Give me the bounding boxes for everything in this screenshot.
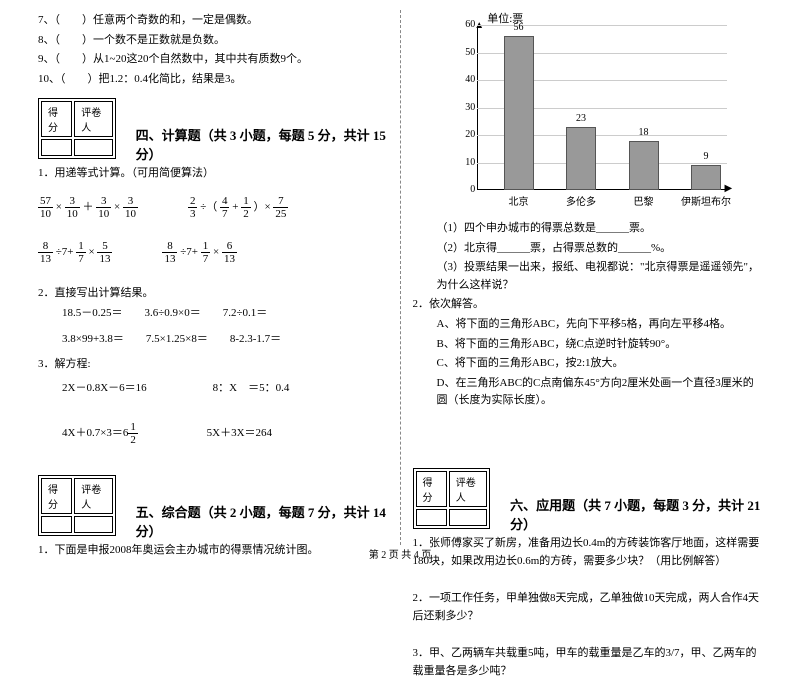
q2a: A、将下面的三角形ABC，先向下平移5格，再向左平移4格。 [413,316,763,334]
grader-header: 评卷人 [74,101,112,137]
question-7: 7、（ ）任意两个奇数的和，一定是偶数。 [38,12,388,30]
calc2-row2: 3.8×99+3.8＝ 7.5×1.25×8＝ 8-2.3-1.7＝ [38,331,388,349]
grader-header: 评卷人 [449,471,487,507]
calc3-row1: 2X－0.8X－6＝16 8：X ＝5：0.4 [38,380,388,398]
calc2-title: 2．直接写出计算结果。 [38,285,388,303]
chart-q3: （3）投票结果一出来，报纸、电视都说："北京得票是遥遥领先"，为什么这样说？ [413,259,763,294]
page-footer: 第 2 页 共 4 页 [0,546,800,561]
question-10: 10、（ ）把1.2：0.4化简比，结果是3。 [38,71,388,89]
application-3: 3．甲、乙两辆车共载重5吨，甲车的载重量是乙车的3/7，甲、乙两车的载重量各是多… [413,645,763,680]
calc3-row2: 4X＋0.7×3＝612 5X＋3X＝264 [38,421,388,446]
score-header: 得分 [41,478,72,514]
chart-q2: （2）北京得______票，占得票总数的______%。 [413,240,763,258]
q2b: B、将下面的三角形ABC，绕C点逆时针旋转90°。 [413,336,763,354]
section-5-title: 五、综合题（共 2 小题，每题 7 分，共计 14 分） [136,502,388,540]
section-4-title: 四、计算题（共 3 小题，每题 5 分，共计 15 分） [136,125,388,163]
question-8: 8、（ ）一个数不是正数就是负数。 [38,32,388,50]
section-6-title: 六、应用题（共 7 小题，每题 3 分，共计 21 分） [510,495,762,533]
calc2-row1: 18.5－0.25＝ 3.6÷0.9×0＝ 7.2÷0.1＝ [38,305,388,323]
question-9: 9、（ ）从1~20这20个自然数中，其中共有质数9个。 [38,51,388,69]
calc1-row1: 5710 × 310 ＋ 310 × 310 23 ÷（ 47 + 12 ）× … [38,195,388,220]
q2c: C、将下面的三角形ABC，按2:1放大。 [413,355,763,373]
calc1-row2: 813 ÷7+ 17 × 513 813 ÷7+ 17 × 613 [38,240,388,265]
score-header: 得分 [41,101,72,137]
score-header: 得分 [416,471,447,507]
comprehensive-2-title: 2．依次解答。 [413,296,763,314]
bar-chart: 单位:票▲▶010203040506056北京23多伦多18巴黎9伊斯坦布尔 [437,10,737,210]
chart-q1: （1）四个申办城市的得票总数是______票。 [413,220,763,238]
grader-header: 评卷人 [74,478,112,514]
score-box-4: 得分评卷人 [38,98,116,159]
calc3-title: 3．解方程: [38,356,388,374]
score-box-6: 得分评卷人 [413,468,491,529]
score-box-5: 得分评卷人 [38,475,116,536]
application-2: 2．一项工作任务，甲单独做8天完成，乙单独做10天完成，两人合作4天后还剩多少？ [413,590,763,625]
calc1-title: 1．用递等式计算。（可用简便算法） [38,165,388,183]
q2d: D、在三角形ABC的C点南偏东45°方向2厘米处画一个直径3厘米的圆（长度为实际… [413,375,763,410]
